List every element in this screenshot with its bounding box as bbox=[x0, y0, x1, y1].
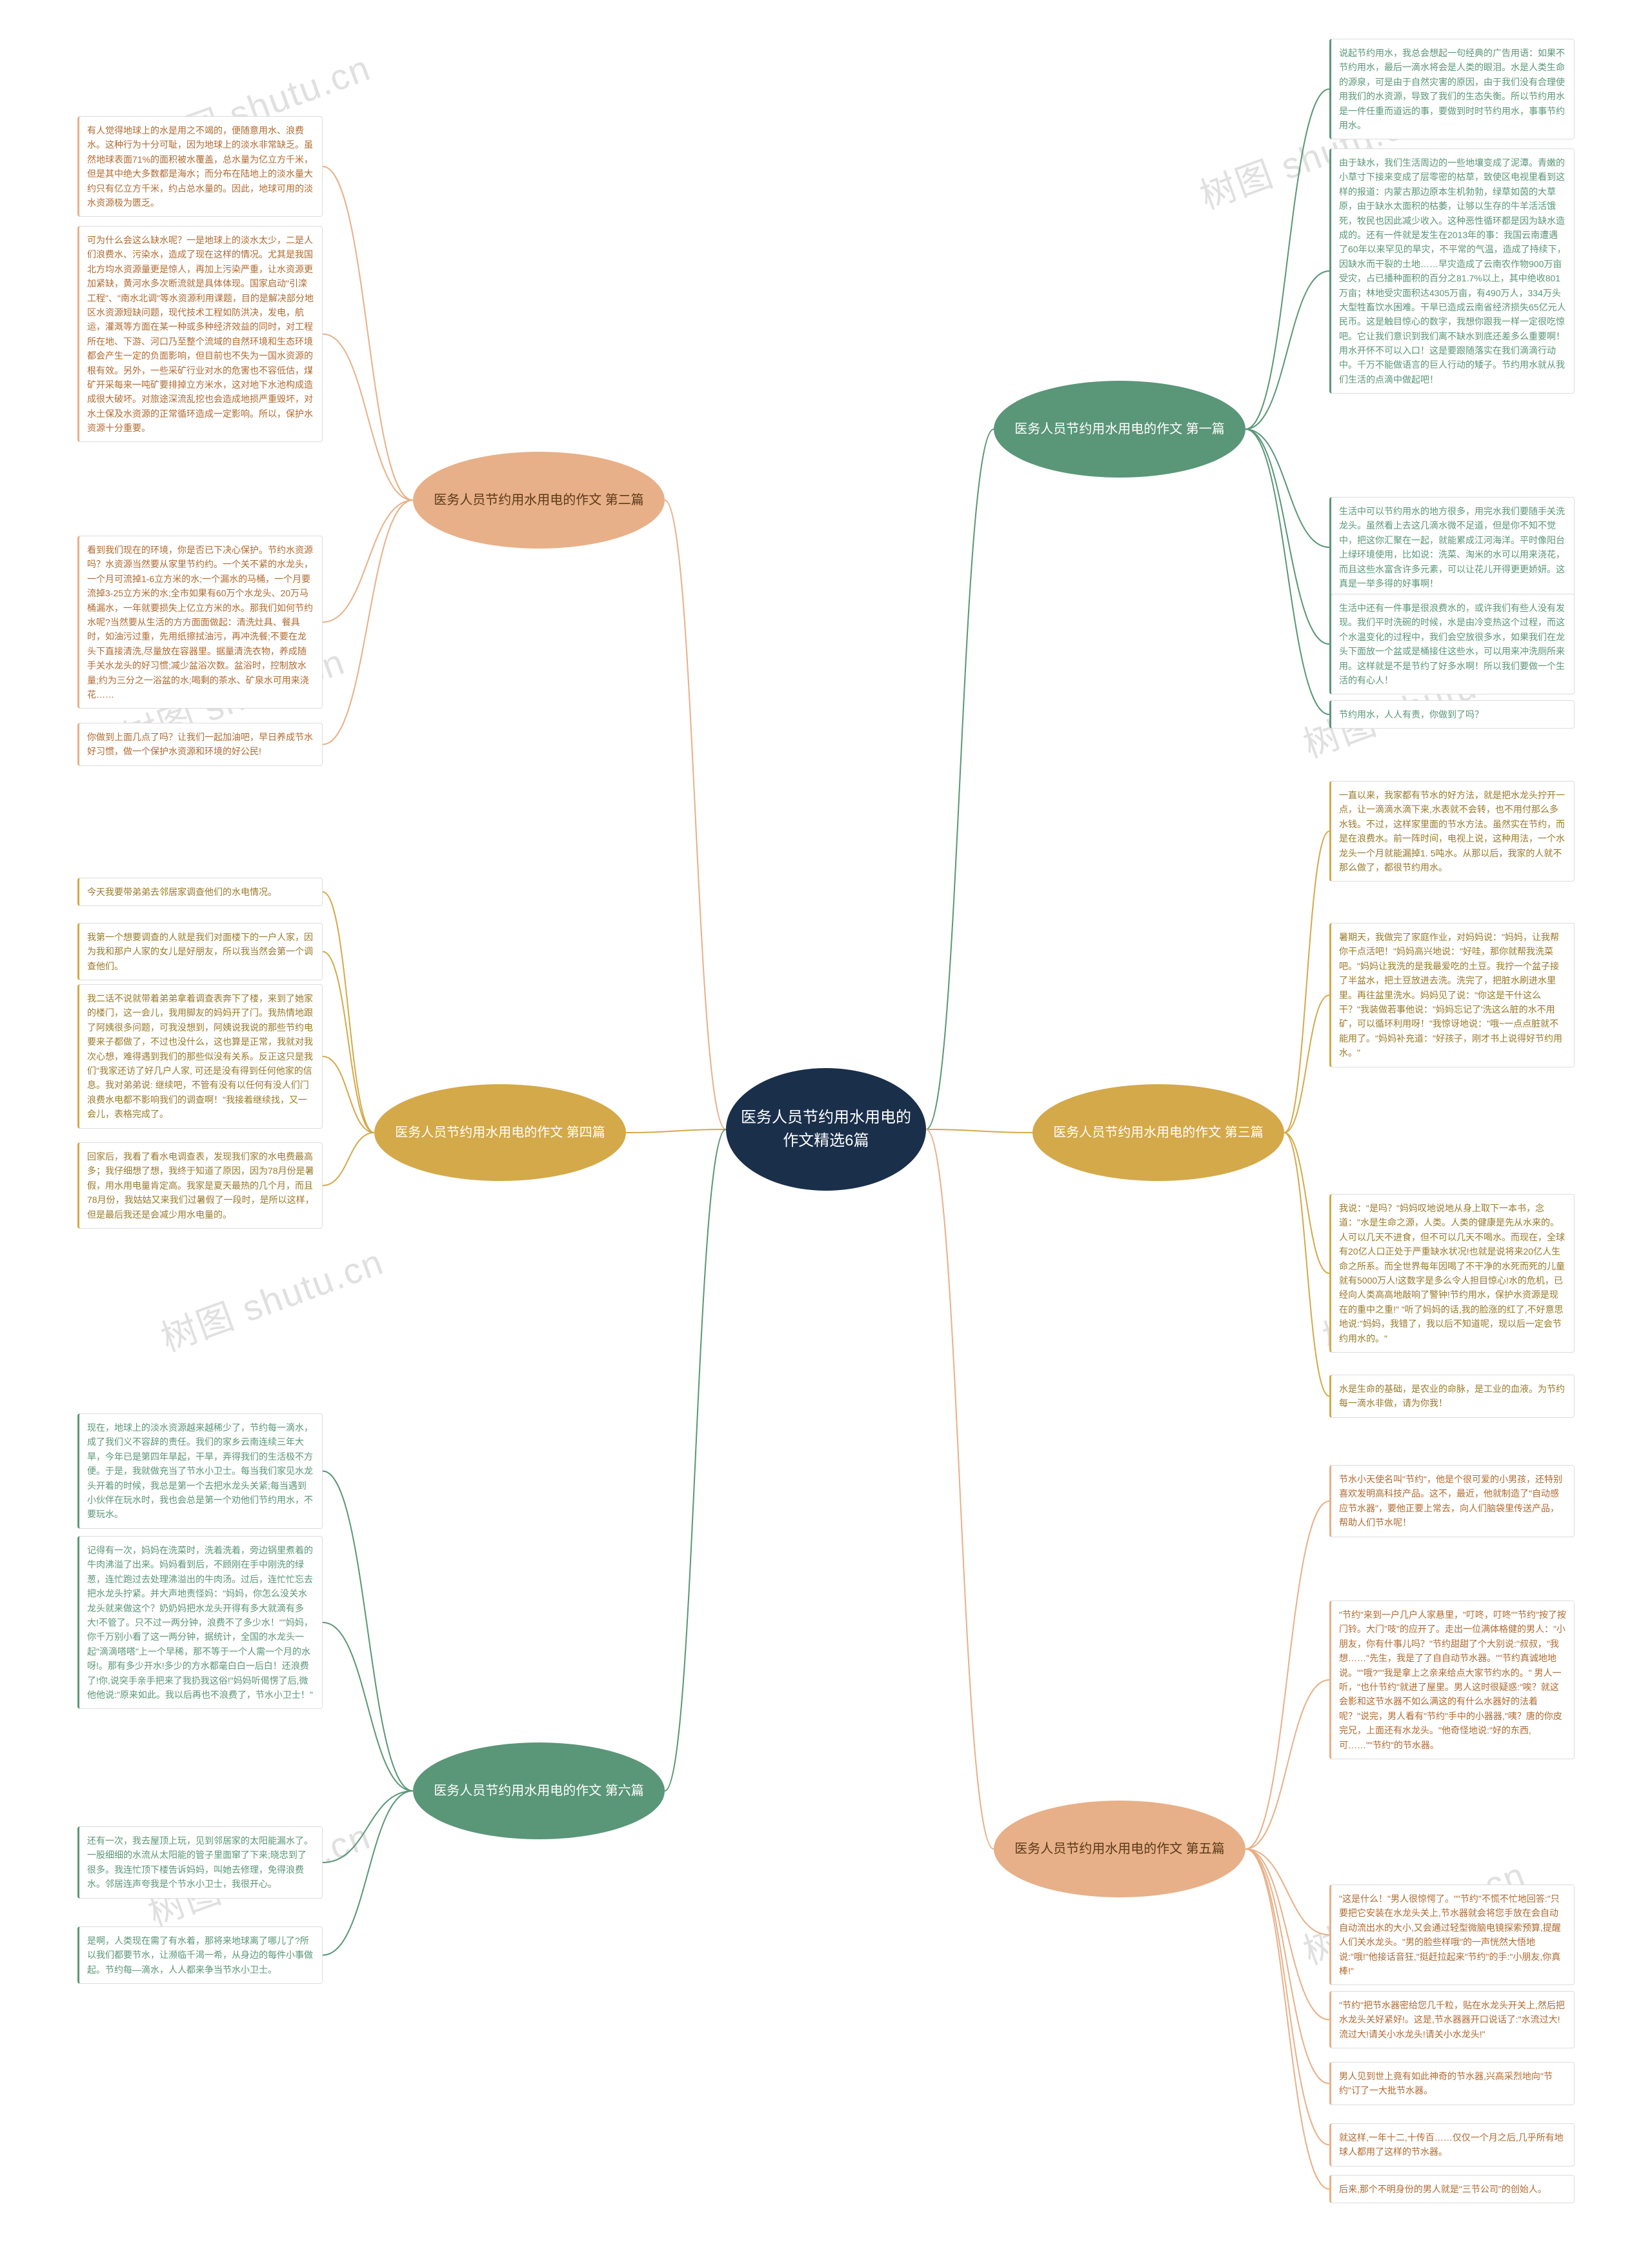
leaf-node[interactable]: 我说："是吗？"妈妈叹地说地从身上取下一本书，念道："水是生命之源，人类。人类的… bbox=[1329, 1194, 1575, 1353]
leaf-text: 我说："是吗？"妈妈叹地说地从身上取下一本书，念道："水是生命之源，人类。人类的… bbox=[1339, 1203, 1565, 1344]
leaf-text: 你做到上面几点了吗？让我们一起加油吧，早日养成节水好习惯，做一个保护水资源和环境… bbox=[87, 732, 313, 756]
branch-label: 医务人员节约用水用电的作文 第四篇 bbox=[395, 1123, 605, 1142]
leaf-text: 就这样,一年十二,十传百……仅仅一个月之后,几乎所有地球人都用了这样的节水器。 bbox=[1339, 2132, 1564, 2157]
branch-label: 医务人员节约用水用电的作文 第五篇 bbox=[1014, 1839, 1225, 1859]
branch-6[interactable]: 医务人员节约用水用电的作文 第六篇 bbox=[413, 1742, 665, 1839]
leaf-text: 我第一个想要调查的人就是我们对面楼下的一户人家，因为我和那户人家的女儿是好朋友，… bbox=[87, 932, 313, 971]
leaf-node[interactable]: 说起节约用水，我总会想起一句经典的广告用语：如果不节约用水，最后一滴水将会是人类… bbox=[1329, 39, 1575, 139]
leaf-node[interactable]: "节约"来到一户几户人家悬里，"叮咚，叮咚""节约"按了按门铃。大门"吱"的应开… bbox=[1329, 1601, 1575, 1759]
leaf-text: 后来,那个不明身份的男人就是"三节公司"的创始人。 bbox=[1339, 2184, 1547, 2194]
branch-label: 医务人员节约用水用电的作文 第一篇 bbox=[1014, 419, 1225, 439]
leaf-node[interactable]: 水是生命的基础，是农业的命脉，是工业的血液。为节约每一滴水非做，请为你我！ bbox=[1329, 1375, 1575, 1418]
leaf-node[interactable]: 你做到上面几点了吗？让我们一起加油吧，早日养成节水好习惯，做一个保护水资源和环境… bbox=[77, 723, 323, 766]
leaf-text: 有人觉得地球上的水是用之不竭的，便随意用水、浪费水。这种行为十分可耻，因为地球上… bbox=[87, 125, 313, 208]
leaf-node[interactable]: "这是什么！"男人很惊愕了。""节约"不慌不忙地回答:"只要把它安装在水龙头关上… bbox=[1329, 1884, 1575, 1985]
leaf-text: 今天我要带弟弟去邻居家调查他们的水电情况。 bbox=[87, 887, 277, 897]
leaf-node[interactable]: 可为什么会这么缺水呢？一是地球上的淡水太少，二是人们浪费水、污染水，造成了现在这… bbox=[77, 226, 323, 442]
leaf-text: 可为什么会这么缺水呢？一是地球上的淡水太少，二是人们浪费水、污染水，造成了现在这… bbox=[87, 235, 314, 433]
leaf-text: 一直以来，我家都有节水的好方法，就是把水龙头拧开一点，让一滴滴水滴下来,水表就不… bbox=[1339, 790, 1565, 873]
watermark: 树图 shutu.cn bbox=[153, 1233, 390, 1362]
leaf-text: 我二话不说就带着弟弟拿着调查表奔下了楼，来到了她家的楼门，这一会儿，我用脚友的妈… bbox=[87, 993, 313, 1119]
branch-label: 医务人员节约用水用电的作文 第六篇 bbox=[434, 1781, 644, 1801]
leaf-node[interactable]: 看到我们现在的环境，你是否已下决心保护。节约水资源吗？水资源当然要从家里节约约。… bbox=[77, 536, 323, 709]
leaf-node[interactable]: 记得有一次，妈妈在洗菜时，洗着洗着，旁边锅里煮着的牛肉沸溢了出来。妈妈看到后，不… bbox=[77, 1536, 323, 1709]
leaf-node[interactable]: 男人见到世上竟有如此神奇的节水器,兴高采烈地向"节约"订了一大批节水器。 bbox=[1329, 2062, 1575, 2105]
leaf-node[interactable]: "节约"把节水器密给您几千粒，贴在水龙头开关上,然后把水龙头关好紧好!。这是,节… bbox=[1329, 1991, 1575, 2048]
leaf-node[interactable]: 我第一个想要调查的人就是我们对面楼下的一户人家，因为我和那户人家的女儿是好朋友，… bbox=[77, 923, 323, 980]
leaf-text: 是啊，人类现在需了有水着，那将来地球离了哪儿了?所以我们都要节水，让濒临千渴一希… bbox=[87, 1935, 313, 1975]
leaf-text: 还有一次，我去屋顶上玩，见到邻居家的太阳能漏水了。一股细细的水流从太阳能的管子里… bbox=[87, 1835, 313, 1889]
leaf-node[interactable]: 节约用水，人人有责，你做到了吗？ bbox=[1329, 700, 1575, 729]
leaf-text: "这是什么！"男人很惊愕了。""节约"不慌不忙地回答:"只要把它安装在水龙头关上… bbox=[1339, 1893, 1561, 1976]
branch-3[interactable]: 医务人员节约用水用电的作文 第三篇 bbox=[1032, 1084, 1284, 1181]
leaf-text: "节约"来到一户几户人家悬里，"叮咚，叮咚""节约"按了按门铃。大门"吱"的应开… bbox=[1339, 1610, 1566, 1750]
leaf-text: 节约用水，人人有责，你做到了吗？ bbox=[1339, 709, 1484, 720]
leaf-text: 水是生命的基础，是农业的命脉，是工业的血液。为节约每一滴水非做，请为你我！ bbox=[1339, 1384, 1565, 1408]
leaf-text: 回家后，我看了看水电调查表，发现我们家的水电费最高多；我仔细想了想，我终于知道了… bbox=[87, 1151, 314, 1220]
branch-2[interactable]: 医务人员节约用水用电的作文 第二篇 bbox=[413, 452, 665, 549]
branch-4[interactable]: 医务人员节约用水用电的作文 第四篇 bbox=[374, 1084, 626, 1181]
leaf-text: 现在，地球上的淡水资源越来越稀少了，节约每一滴水，成了我们义不容辞的责任。我们的… bbox=[87, 1422, 313, 1519]
leaf-text: 节水小天使名叫"节约"，他是个很可爱的小男孩，还特别喜欢发明高科技产品。这不，最… bbox=[1339, 1474, 1562, 1528]
leaf-text: 由于缺水，我们生活周边的一些地壤变成了泥潭。青嫩的小草寸下接来变成了层零密的枯草… bbox=[1339, 157, 1566, 385]
leaf-text: 记得有一次，妈妈在洗菜时，洗着洗着，旁边锅里煮着的牛肉沸溢了出来。妈妈看到后，不… bbox=[87, 1545, 313, 1700]
leaf-text: 暑期天，我做完了家庭作业，对妈妈说："妈妈，让我帮你干点活吧！"妈妈高兴地说："… bbox=[1339, 932, 1562, 1058]
center-topic-label: 医务人员节约用水用电的作文精选6篇 bbox=[739, 1106, 913, 1153]
center-topic[interactable]: 医务人员节约用水用电的作文精选6篇 bbox=[726, 1068, 926, 1191]
leaf-node[interactable]: 后来,那个不明身份的男人就是"三节公司"的创始人。 bbox=[1329, 2175, 1575, 2203]
leaf-node[interactable]: 是啊，人类现在需了有水着，那将来地球离了哪儿了?所以我们都要节水，让濒临千渴一希… bbox=[77, 1926, 323, 1984]
leaf-text: 男人见到世上竟有如此神奇的节水器,兴高采烈地向"节约"订了一大批节水器。 bbox=[1339, 2071, 1553, 2095]
leaf-node[interactable]: 节水小天使名叫"节约"，他是个很可爱的小男孩，还特别喜欢发明高科技产品。这不，最… bbox=[1329, 1465, 1575, 1537]
leaf-node[interactable]: 有人觉得地球上的水是用之不竭的，便随意用水、浪费水。这种行为十分可耻，因为地球上… bbox=[77, 116, 323, 217]
leaf-node[interactable]: 暑期天，我做完了家庭作业，对妈妈说："妈妈，让我帮你干点活吧！"妈妈高兴地说："… bbox=[1329, 923, 1575, 1067]
branch-label: 医务人员节约用水用电的作文 第二篇 bbox=[434, 490, 644, 510]
leaf-text: 说起节约用水，我总会想起一句经典的广告用语：如果不节约用水，最后一滴水将会是人类… bbox=[1339, 48, 1565, 130]
leaf-node[interactable]: 生活中可以节约用水的地方很多，用完水我们要随手关洗龙头。虽然看上去这几滴水微不足… bbox=[1329, 497, 1575, 598]
leaf-text: "节约"把节水器密给您几千粒，贴在水龙头开关上,然后把水龙头关好紧好!。这是,节… bbox=[1339, 2000, 1565, 2039]
leaf-node[interactable]: 生活中还有一件事是很浪费水的，或许我们有些人没有发现。我们平时洗碗的时候，水是由… bbox=[1329, 594, 1575, 694]
leaf-node[interactable]: 一直以来，我家都有节水的好方法，就是把水龙头拧开一点，让一滴滴水滴下来,水表就不… bbox=[1329, 781, 1575, 882]
leaf-text: 生活中还有一件事是很浪费水的，或许我们有些人没有发现。我们平时洗碗的时候，水是由… bbox=[1339, 603, 1565, 685]
leaf-node[interactable]: 还有一次，我去屋顶上玩，见到邻居家的太阳能漏水了。一股细细的水流从太阳能的管子里… bbox=[77, 1826, 323, 1899]
leaf-node[interactable]: 今天我要带弟弟去邻居家调查他们的水电情况。 bbox=[77, 878, 323, 906]
leaf-node[interactable]: 我二话不说就带着弟弟拿着调查表奔下了楼，来到了她家的楼门，这一会儿，我用脚友的妈… bbox=[77, 984, 323, 1129]
branch-label: 医务人员节约用水用电的作文 第三篇 bbox=[1053, 1123, 1264, 1142]
leaf-text: 生活中可以节约用水的地方很多，用完水我们要随手关洗龙头。虽然看上去这几滴水微不足… bbox=[1339, 506, 1565, 589]
leaf-node[interactable]: 回家后，我看了看水电调查表，发现我们家的水电费最高多；我仔细想了想，我终于知道了… bbox=[77, 1142, 323, 1229]
branch-1[interactable]: 医务人员节约用水用电的作文 第一篇 bbox=[994, 381, 1245, 478]
branch-5[interactable]: 医务人员节约用水用电的作文 第五篇 bbox=[994, 1801, 1245, 1897]
leaf-text: 看到我们现在的环境，你是否已下决心保护。节约水资源吗？水资源当然要从家里节约约。… bbox=[87, 545, 313, 700]
leaf-node[interactable]: 由于缺水，我们生活周边的一些地壤变成了泥潭。青嫩的小草寸下接来变成了层零密的枯草… bbox=[1329, 148, 1575, 394]
leaf-node[interactable]: 现在，地球上的淡水资源越来越稀少了，节约每一滴水，成了我们义不容辞的责任。我们的… bbox=[77, 1413, 323, 1529]
leaf-node[interactable]: 就这样,一年十二,十传百……仅仅一个月之后,几乎所有地球人都用了这样的节水器。 bbox=[1329, 2123, 1575, 2166]
